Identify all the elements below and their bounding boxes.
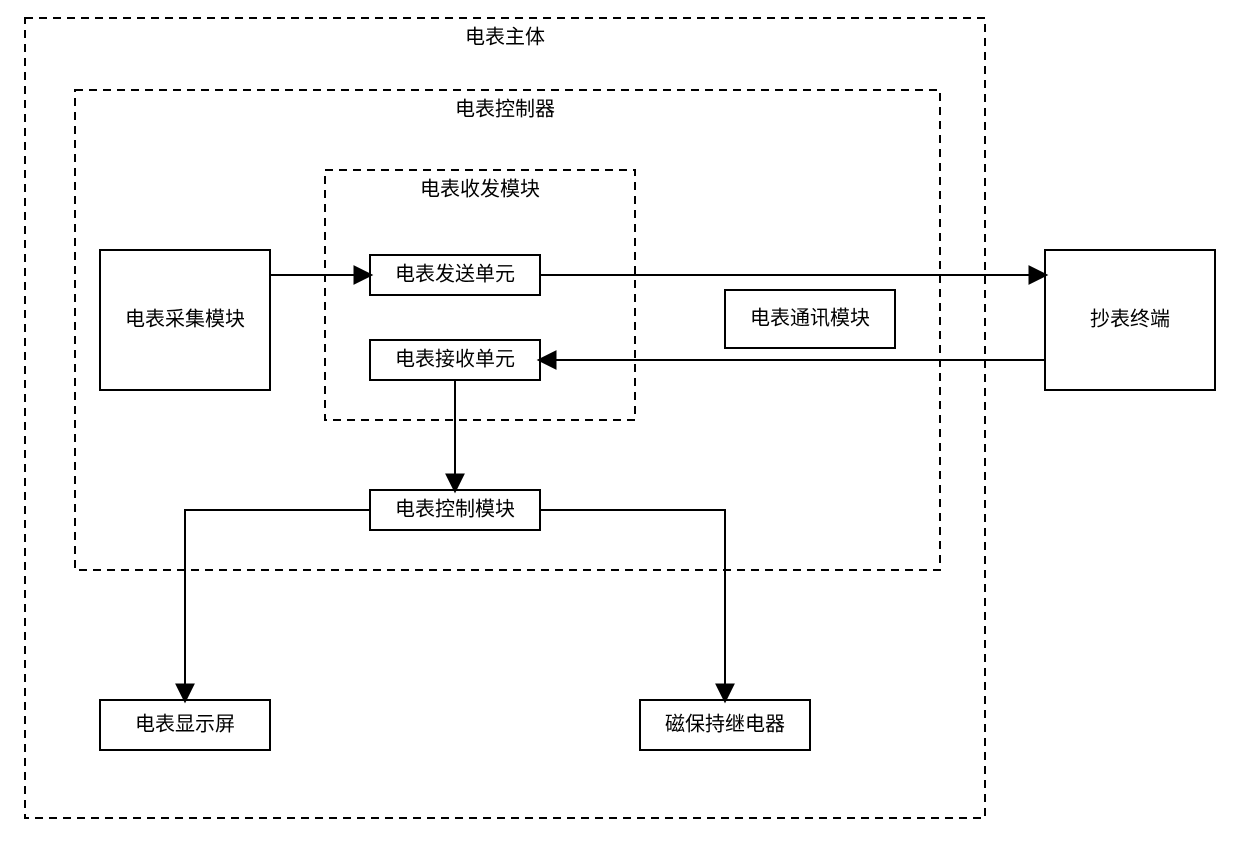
node-comm-label: 电表通讯模块 [750, 306, 870, 329]
node-recv-label: 电表接收单元 [395, 347, 515, 370]
node-display-label: 电表显示屏 [135, 712, 235, 735]
node-terminal-label: 抄表终端 [1090, 307, 1170, 330]
node-collect-label: 电表采集模块 [125, 307, 245, 330]
node-relay-label: 磁保持继电器 [665, 712, 785, 735]
container-txrx-label: 电表收发模块 [420, 177, 540, 200]
container-controller-label: 电表控制器 [455, 97, 555, 120]
edge-control-relay [540, 510, 725, 700]
container-main-body [25, 18, 985, 818]
diagram-canvas: 电表主体 电表控制器 电表收发模块 电表采集模块 电表发送单元 电表接收单元 电… [0, 0, 1240, 847]
container-main-body-label: 电表主体 [465, 25, 545, 48]
node-send-label: 电表发送单元 [395, 262, 515, 285]
node-control-label: 电表控制模块 [395, 497, 515, 520]
edge-control-display [185, 510, 370, 700]
